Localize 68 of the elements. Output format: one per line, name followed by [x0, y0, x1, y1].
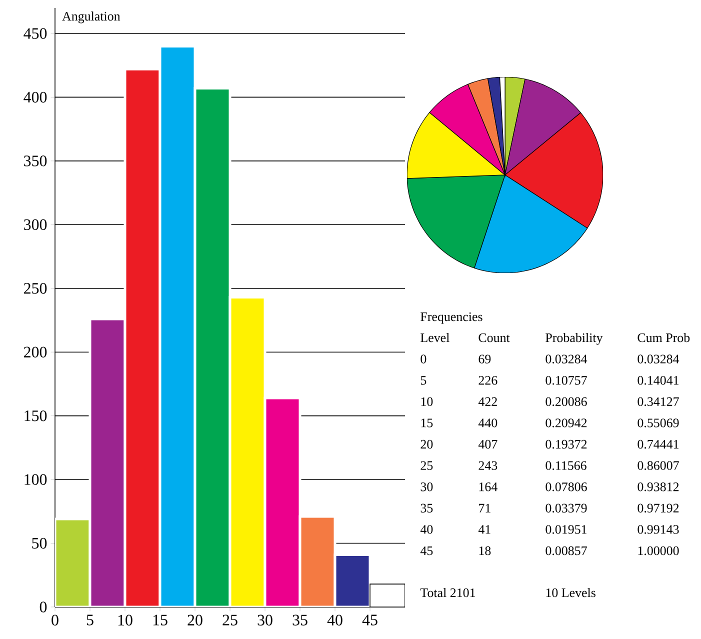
text: 0.03379 — [546, 504, 587, 513]
text: 35 — [420, 504, 433, 513]
text: 422 — [478, 397, 497, 406]
text: Total 2101 — [420, 588, 476, 598]
text: 0.14041 — [638, 376, 679, 385]
y-tick-label: 450 — [24, 28, 47, 39]
text: 0.20942 — [546, 418, 587, 428]
text: 10 — [421, 397, 433, 406]
x-tick-label: 45 — [362, 614, 378, 626]
text: 0.97192 — [638, 504, 679, 513]
chart-title: Angulation — [62, 12, 120, 24]
text: 41 — [478, 525, 490, 534]
text: Frequencies — [420, 312, 482, 324]
y-tick-label: 350 — [24, 156, 47, 166]
text: 0 — [420, 354, 426, 364]
text: 0.07806 — [546, 482, 587, 492]
text: 5 — [420, 376, 426, 385]
x-tick-label: 40 — [327, 614, 342, 626]
text: 25 — [420, 461, 433, 470]
text: Count — [478, 333, 510, 342]
text: 20 — [420, 440, 433, 449]
y-tick-label: 50 — [32, 538, 47, 549]
text: 0.74441 — [638, 440, 679, 449]
y-tick-label: 150 — [24, 410, 47, 422]
y-tick-label: 300 — [24, 219, 47, 230]
text: 10 Levels — [546, 588, 596, 598]
text: Probability — [546, 333, 603, 345]
text: 0.00857 — [546, 546, 587, 556]
text: 1.00000 — [638, 546, 679, 556]
text: 243 — [478, 461, 498, 470]
text: 0.10757 — [546, 376, 587, 385]
text: 0.03284 — [546, 354, 588, 364]
text: 226 — [478, 376, 498, 385]
text: 0.19372 — [546, 440, 587, 449]
text: 0.93812 — [638, 482, 679, 492]
text: 0.20086 — [546, 397, 587, 406]
text: 0.34127 — [638, 397, 679, 406]
x-tick-label: 30 — [258, 614, 272, 626]
x-tick-label: 10 — [118, 614, 132, 626]
text: 440 — [478, 418, 498, 428]
x-tick-label: 20 — [188, 614, 202, 626]
x-tick-label: 15 — [153, 614, 168, 626]
x-tick-label: 35 — [292, 614, 308, 626]
text: 0.01951 — [546, 525, 587, 534]
text: 164 — [479, 482, 498, 492]
y-tick-label: 250 — [24, 282, 47, 294]
text: Level — [420, 333, 450, 342]
text: 0.11566 — [546, 461, 586, 470]
text: 45 — [420, 546, 433, 556]
x-tick-label: 5 — [86, 614, 94, 626]
text: 40 — [420, 525, 433, 534]
y-tick-label: 400 — [24, 92, 47, 103]
y-tick-label: 200 — [24, 346, 47, 358]
x-tick-label: 25 — [222, 614, 238, 626]
text: 15 — [421, 418, 433, 428]
text: 30 — [420, 482, 433, 492]
text: 71 — [479, 504, 490, 512]
y-tick-label: 0 — [40, 602, 47, 612]
x-tick-label: 0 — [52, 614, 58, 626]
y-tick-label: 100 — [24, 474, 47, 485]
text: 18 — [479, 546, 491, 556]
text: 0.55069 — [638, 418, 679, 428]
text: 0.03284 — [638, 354, 680, 364]
text: 407 — [478, 440, 498, 449]
text: 0.99143 — [638, 525, 679, 534]
text: 69 — [478, 354, 491, 364]
text: 0.86007 — [638, 461, 679, 470]
text: Cum Prob — [638, 333, 690, 342]
